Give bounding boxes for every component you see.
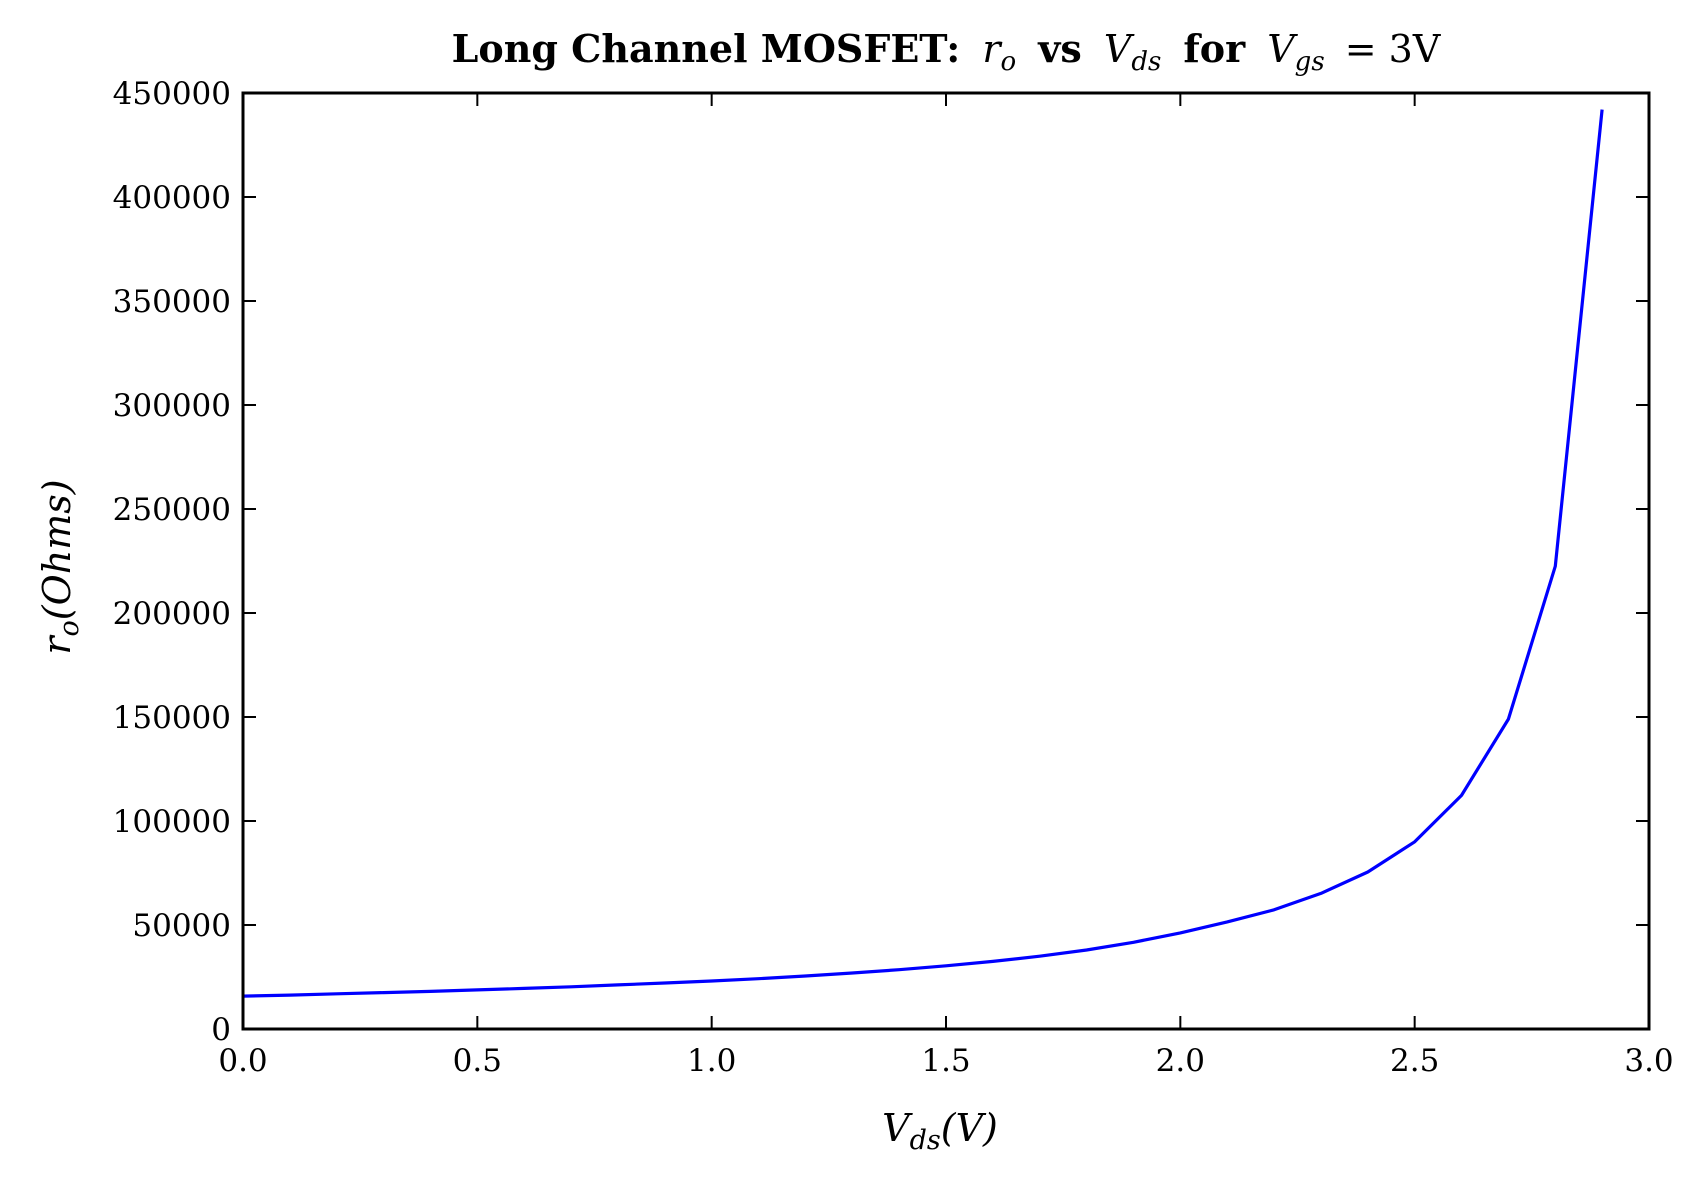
title-ro-sub: o bbox=[1001, 47, 1017, 77]
x-axis-label-unit: (V) bbox=[941, 1106, 998, 1150]
y-axis-ticks: 0 50000 100000 150000 200000 250000 300000 3500… bbox=[113, 76, 1649, 1048]
x-tick-label: 2.5 bbox=[1390, 1043, 1439, 1079]
series-line bbox=[242, 109, 1604, 998]
y-tick-label: 250000 bbox=[113, 492, 231, 528]
x-axis-ticks: 0.0 0.5 1.0 1.5 2.0 2.5 3.0 bbox=[218, 93, 1674, 1079]
title-eq: = 3V bbox=[1345, 27, 1441, 71]
y-tick-label: 0 bbox=[211, 1012, 231, 1048]
y-tick-label: 200000 bbox=[113, 596, 231, 632]
x-tick-label: 1.5 bbox=[921, 1043, 970, 1079]
y-tick-label: 400000 bbox=[113, 180, 231, 216]
title-for: for bbox=[1183, 26, 1246, 71]
y-tick-label: 150000 bbox=[113, 700, 231, 736]
y-axis-label-main: r bbox=[35, 634, 79, 655]
y-axis-label: ro(Ohms) bbox=[35, 479, 85, 654]
plot-frame bbox=[241, 91, 1651, 1031]
y-tick-label: 50000 bbox=[132, 908, 231, 944]
x-tick-label: 0.5 bbox=[453, 1043, 502, 1079]
title-vds-sub: ds bbox=[1131, 47, 1161, 77]
x-axis-label: Vds(V) bbox=[882, 1106, 998, 1156]
x-tick-label: 0.0 bbox=[218, 1043, 267, 1079]
x-axis-label-sub: ds bbox=[910, 1125, 941, 1156]
y-axis-label-unit: (Ohms) bbox=[35, 479, 79, 620]
x-tick-label: 1.0 bbox=[687, 1043, 736, 1079]
chart-title: Long Channel MOSFET: ro vs Vds for Vgs =… bbox=[452, 26, 1441, 79]
title-bold-text: Long Channel MOSFET: bbox=[452, 26, 961, 71]
x-axis-label-main: V bbox=[882, 1106, 913, 1150]
y-tick-label: 100000 bbox=[113, 804, 231, 840]
y-tick-label: 300000 bbox=[113, 388, 231, 424]
x-tick-label: 2.0 bbox=[1156, 1043, 1205, 1079]
title-vds: V bbox=[1104, 27, 1135, 71]
y-tick-label: 450000 bbox=[113, 76, 231, 112]
title-vgs: V bbox=[1267, 27, 1298, 71]
y-tick-label: 350000 bbox=[113, 284, 231, 320]
title-ro: r bbox=[982, 27, 1003, 71]
title-vs: vs bbox=[1037, 26, 1081, 71]
title-vgs-sub: gs bbox=[1295, 47, 1325, 77]
x-tick-label: 3.0 bbox=[1624, 1043, 1673, 1079]
y-axis-label-sub: o bbox=[54, 620, 85, 636]
